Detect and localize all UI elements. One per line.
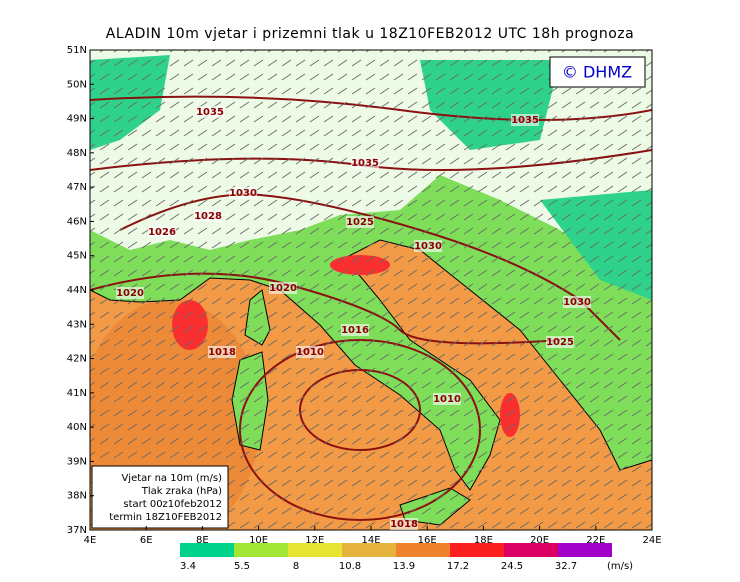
- isobar-label: 1018: [390, 519, 418, 530]
- logo-box: [549, 56, 646, 88]
- colorbar-segment: [180, 543, 234, 557]
- info-line: Tlak zraka (hPa): [141, 486, 222, 497]
- colorbar-segment: [558, 543, 612, 557]
- lon-label: 14E: [361, 535, 380, 546]
- colorbar-segment: [288, 543, 342, 557]
- lat-label: 40N: [67, 422, 87, 433]
- colorbar-label: 13.9: [393, 561, 415, 572]
- colorbar-label: 17.2: [447, 561, 469, 572]
- isobar-label-bg: [196, 106, 224, 118]
- isobar-label-bg: [229, 187, 257, 199]
- colorbar-segment: [396, 543, 450, 557]
- lat-label: 41N: [67, 388, 87, 399]
- isobar-label: 1025: [546, 337, 574, 348]
- logo: © DHMZ: [562, 63, 632, 82]
- lon-label: 12E: [305, 535, 324, 546]
- lat-label: 43N: [67, 319, 87, 330]
- colorbar-label: 5.5: [234, 561, 250, 572]
- info-box: [91, 465, 229, 529]
- isobar-label: 1035: [351, 158, 379, 169]
- isobar-label: 1016: [341, 325, 369, 336]
- isobar-label: 1035: [196, 107, 224, 118]
- lat-label: 39N: [67, 456, 87, 467]
- isobar-label-bg: [208, 346, 236, 358]
- lon-label: 22E: [586, 535, 605, 546]
- title: ALADIN 10m vjetar i prizemni tlak u 18Z1…: [106, 26, 634, 42]
- lat-label: 50N: [67, 79, 87, 90]
- colorbar-label: 3.4: [180, 561, 196, 572]
- info-line: termin 18Z10FEB2012: [109, 512, 222, 523]
- map: [90, 50, 652, 530]
- isobar-label-bg: [546, 336, 574, 348]
- isobar-label: 1020: [269, 283, 297, 294]
- isobar-label: 1030: [414, 241, 442, 252]
- isobar-label: 1028: [194, 211, 222, 222]
- colorbar-label: 10.8: [339, 561, 361, 572]
- lon-label: 18E: [474, 535, 493, 546]
- colorbar-segment: [504, 543, 558, 557]
- isobar-label-bg: [341, 324, 369, 336]
- isobar-label: 1018: [208, 347, 236, 358]
- info-line: start 00z10feb2012: [123, 499, 222, 510]
- isobar-label: 1025: [346, 217, 374, 228]
- colorbar-segment: [342, 543, 396, 557]
- wind-arrows: [90, 50, 652, 530]
- isobar-label-bg: [414, 240, 442, 252]
- isobar-label-bg: [433, 393, 461, 405]
- isobar-label-bg: [194, 210, 222, 222]
- isobar-label: 1030: [563, 297, 591, 308]
- isobar-label-bg: [390, 518, 418, 530]
- lon-label: 20E: [530, 535, 549, 546]
- lat-label: 49N: [67, 114, 87, 125]
- lat-label: 46N: [67, 216, 87, 227]
- isobar-label: 1035: [511, 115, 539, 126]
- lon-label: 6E: [140, 535, 153, 546]
- lat-label: 38N: [67, 491, 87, 502]
- colorbar-label: 32.7: [555, 561, 577, 572]
- isobar-label-bg: [511, 114, 539, 126]
- colorbar-segment: [234, 543, 288, 557]
- isobar-label: 1026: [148, 227, 176, 238]
- info-line: Vjetar na 10m (m/s): [121, 473, 222, 484]
- colorbar-label: 8: [293, 561, 299, 572]
- lon-label: 24E: [642, 535, 661, 546]
- colorbar-segment: [450, 543, 504, 557]
- colorbar-unit: (m/s): [607, 561, 633, 572]
- isobar-label-bg: [148, 226, 176, 238]
- colorbar-label: 24.5: [501, 561, 523, 572]
- lat-label: 45N: [67, 251, 87, 262]
- lat-label: 42N: [67, 354, 87, 365]
- lat-label: 47N: [67, 182, 87, 193]
- isobar-label: 1020: [116, 288, 144, 299]
- lat-label: 44N: [67, 285, 87, 296]
- isobar-label: 1030: [229, 188, 257, 199]
- isobar-label-bg: [296, 346, 324, 358]
- isobar-label: 1010: [433, 394, 461, 405]
- isobar-label-bg: [269, 282, 297, 294]
- lon-label: 4E: [84, 535, 97, 546]
- lon-label: 10E: [249, 535, 268, 546]
- lat-label: 51N: [67, 45, 87, 56]
- lon-label: 8E: [196, 535, 209, 546]
- isobar-label-bg: [346, 216, 374, 228]
- lat-label: 37N: [67, 525, 87, 536]
- isobar-label: 1010: [296, 347, 324, 358]
- lat-label: 48N: [67, 148, 87, 159]
- lon-label: 16E: [418, 535, 437, 546]
- isobar-label-bg: [563, 296, 591, 308]
- isobar-label-bg: [116, 287, 144, 299]
- isobar-label-bg: [351, 157, 379, 169]
